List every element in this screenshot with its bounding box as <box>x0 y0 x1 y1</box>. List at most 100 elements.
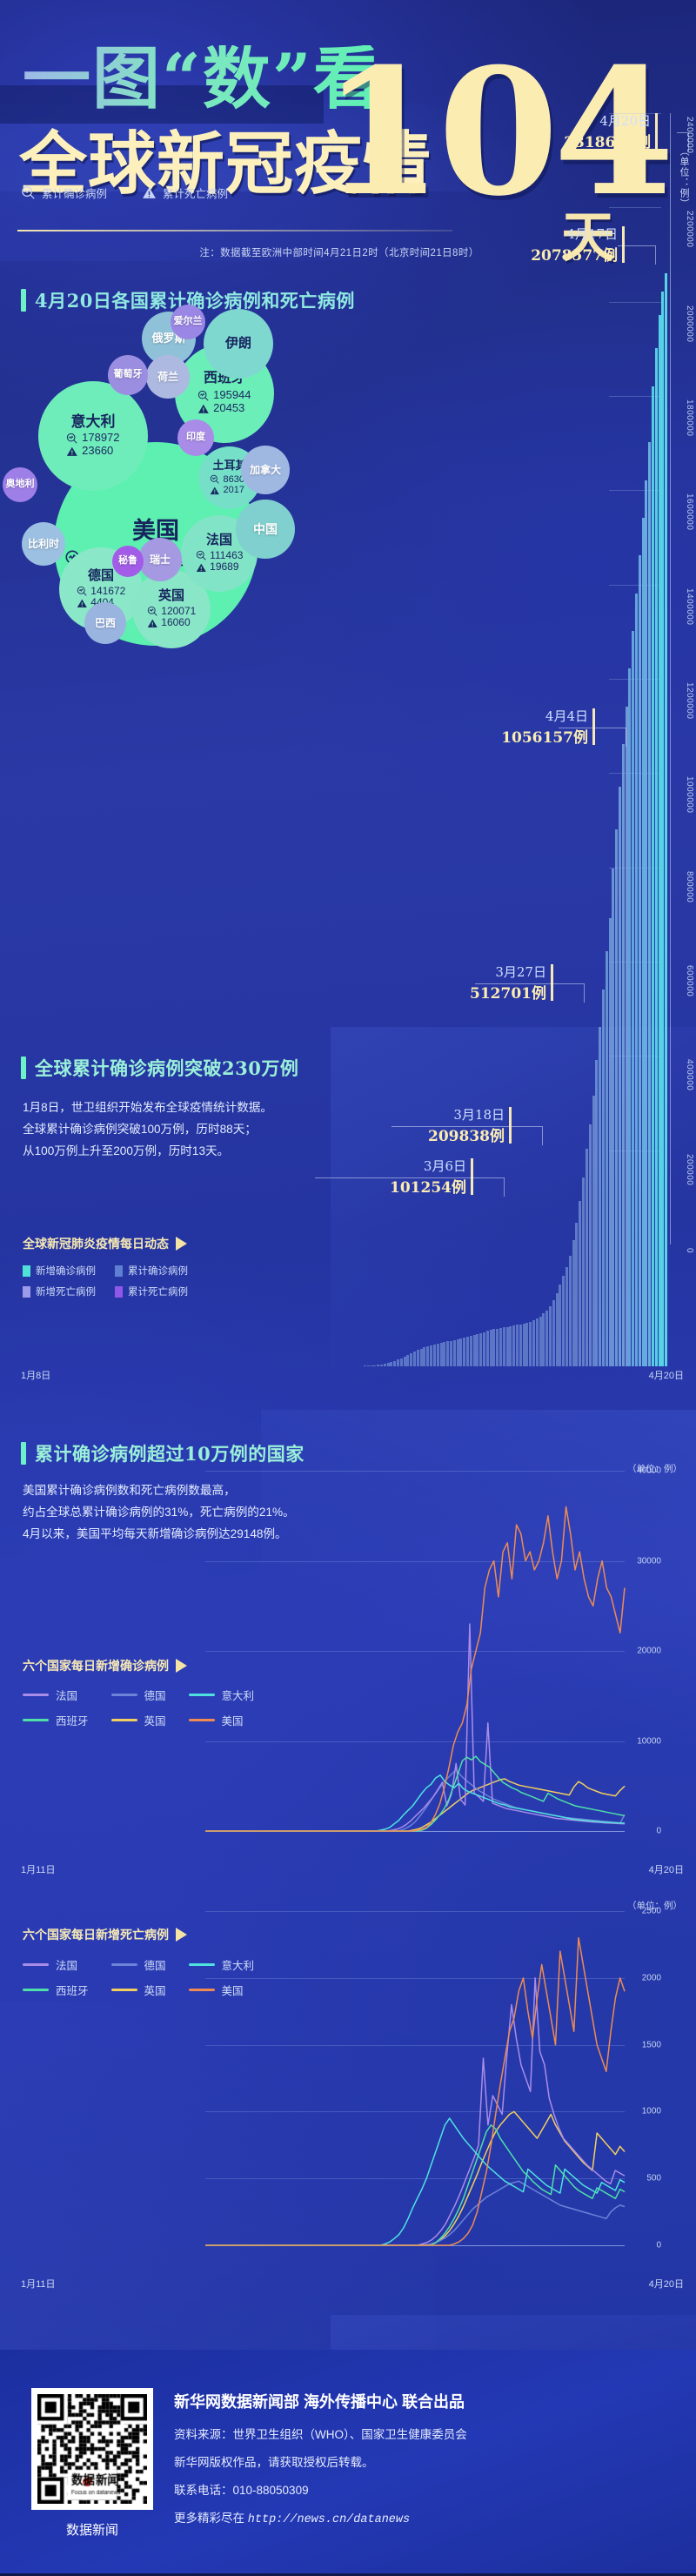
bar <box>436 1343 439 1366</box>
bar-gridline <box>609 207 661 209</box>
bar-y-tick-label: 1400000 <box>685 587 694 626</box>
legend-line-swatch <box>23 1694 49 1696</box>
cases-icon <box>198 390 209 401</box>
bar-gridline <box>609 113 661 114</box>
bubble-cases: 120071 <box>147 605 196 618</box>
bubble-country: 印度 <box>186 432 205 443</box>
callout-stem <box>655 113 658 151</box>
bar <box>370 1365 373 1366</box>
callout-stem <box>471 1158 473 1196</box>
bubble-10[interactable]: 加拿大 <box>241 446 290 494</box>
legend-line-swatch <box>188 1719 215 1721</box>
section2-para-line: 全球累计确诊病例突破100万例，历时88天； <box>23 1123 257 1137</box>
section3-paragraph: 美国累计确诊病例数和死亡病例数最高， 约占全球总累计确诊病例的31%，死亡病例的… <box>23 1479 388 1545</box>
line-y-tick-label: 0 <box>656 2240 661 2251</box>
bar <box>601 989 605 1366</box>
bar <box>562 1276 566 1366</box>
legend-item-new-deaths: 新增死亡病例 <box>23 1285 96 1298</box>
legend-item-意大利: 意大利 <box>188 1687 254 1703</box>
bubble-7[interactable]: 伊朗 <box>204 309 273 379</box>
legend-label: 英国 <box>144 1715 166 1727</box>
callout-leader <box>475 983 585 1003</box>
bubble-12[interactable]: 荷兰 <box>146 355 190 399</box>
bar <box>522 1323 525 1366</box>
callout-value: 2318655例 <box>564 134 651 152</box>
bar-y-tick-label: 800000 <box>685 870 694 903</box>
bar-gridline <box>609 584 661 586</box>
bubble-6[interactable]: 土耳其 86306 2017 <box>198 446 261 509</box>
bar <box>555 1292 559 1366</box>
bubble-14[interactable]: 瑞士 <box>138 538 182 581</box>
bar <box>568 1255 572 1366</box>
bar <box>612 868 615 1366</box>
callout-date: 4月17日 <box>566 226 618 243</box>
legend-line-swatch <box>188 1989 215 1991</box>
bubble-17[interactable]: 奥地利 <box>3 467 37 502</box>
bar <box>502 1327 505 1366</box>
deaths-icon <box>210 486 219 494</box>
bubble-country: 秘鲁 <box>118 555 137 567</box>
bar-x-end-label: 4月20日 <box>648 1371 684 1381</box>
legend-label: 法国 <box>56 1960 78 1972</box>
callout-date: 3月6日 <box>423 1158 466 1175</box>
bar-callout: 3月27日 512701例 <box>470 963 553 1003</box>
callout-date: 4月20日 <box>599 113 651 130</box>
bubble-11[interactable]: 比利时 <box>22 522 65 566</box>
section2-para-line: 1月8日，世卫组织开始发布全球疫情统计数据。 <box>23 1101 272 1114</box>
header: 一图“数”看 全球新冠疫情 104 天 注：数据截至欧洲中部时间4月21日2时（… <box>0 0 696 269</box>
callout-leader <box>315 1177 505 1197</box>
bubble-19[interactable]: 巴西 <box>84 602 126 644</box>
legend-item-法国: 法国 <box>23 1956 89 1973</box>
legend-item-new-cases: 新增确诊病例 <box>23 1264 96 1278</box>
play-triangle-icon <box>176 1237 187 1251</box>
footer: 数据新闻 新华网数据新闻部 海外传播中心 联合出品 资料来源：世界卫生组织（WH… <box>0 2350 696 2573</box>
bubble-13[interactable]: 葡萄牙 <box>108 355 148 395</box>
bar <box>542 1313 545 1366</box>
footer-copyright: 新华网版权作品，请获取授权后转载。 <box>174 2456 374 2469</box>
bubble-country: 英国 <box>157 587 184 603</box>
bar <box>430 1345 433 1366</box>
bubble-18[interactable]: 秘鲁 <box>112 546 144 577</box>
cases-icon <box>22 186 35 199</box>
legend-label: 美国 <box>221 1985 244 1997</box>
bubble-cases: 111463 <box>196 549 243 562</box>
deaths-icon <box>143 187 156 198</box>
bar <box>535 1318 539 1366</box>
legend-item-西班牙: 西班牙 <box>23 1712 89 1728</box>
chart2-heading-label: 六个国家每日新增死亡病例 <box>23 1928 169 1942</box>
bar <box>485 1331 489 1366</box>
bar <box>549 1305 552 1366</box>
bubble-1[interactable]: 意大利 178972 23660 <box>38 381 148 491</box>
legend-label: 累计死亡病例 <box>128 1287 188 1298</box>
chart2-x-end-label: 4月20日 <box>648 2279 684 2290</box>
series-美国 <box>205 1936 626 2246</box>
legend-item-意大利: 意大利 <box>188 1956 254 1973</box>
bar-x-start-label: 1月8日 <box>21 1371 51 1381</box>
footer-more-label: 更多精彩尽在 <box>174 2512 248 2525</box>
legend-line-swatch <box>188 1694 215 1696</box>
callout-leader <box>677 132 689 152</box>
chart2-legend: 法国 德国 意大利 西班牙 英国 美国 <box>23 1956 254 1998</box>
legend-label: 美国 <box>221 1715 244 1727</box>
legend-line-swatch <box>110 1694 137 1696</box>
footer-url[interactable]: http://news.cn/datanews <box>247 2513 411 2526</box>
section2-para-line: 从100万例上升至200万例，历时13天。 <box>23 1144 230 1158</box>
bar-y-tick-label: 1600000 <box>685 493 694 531</box>
bar <box>459 1338 463 1366</box>
bubble-15[interactable]: 爱尔兰 <box>171 305 205 339</box>
qr-code[interactable] <box>31 2388 153 2510</box>
bar <box>465 1337 469 1366</box>
bar-callout: 4月20日 2318655例 <box>564 111 658 152</box>
bar <box>572 1240 575 1366</box>
line-y-tick-label: 0 <box>656 1826 661 1836</box>
bubble-16[interactable]: 印度 <box>177 419 214 456</box>
bubble-4[interactable]: 英国 120071 16060 <box>132 570 211 648</box>
bar <box>413 1352 417 1366</box>
daily-new-deaths-chart: 0 500 1000 1500 2000 2500 <box>205 1907 665 2268</box>
bar <box>492 1329 496 1366</box>
legend-label: 西班牙 <box>56 1985 89 1997</box>
legend-line-swatch <box>110 1719 137 1721</box>
bubble-9[interactable]: 中国 <box>236 500 295 559</box>
section2-heading: 全球累计确诊病例突破230万例 <box>21 1055 298 1081</box>
